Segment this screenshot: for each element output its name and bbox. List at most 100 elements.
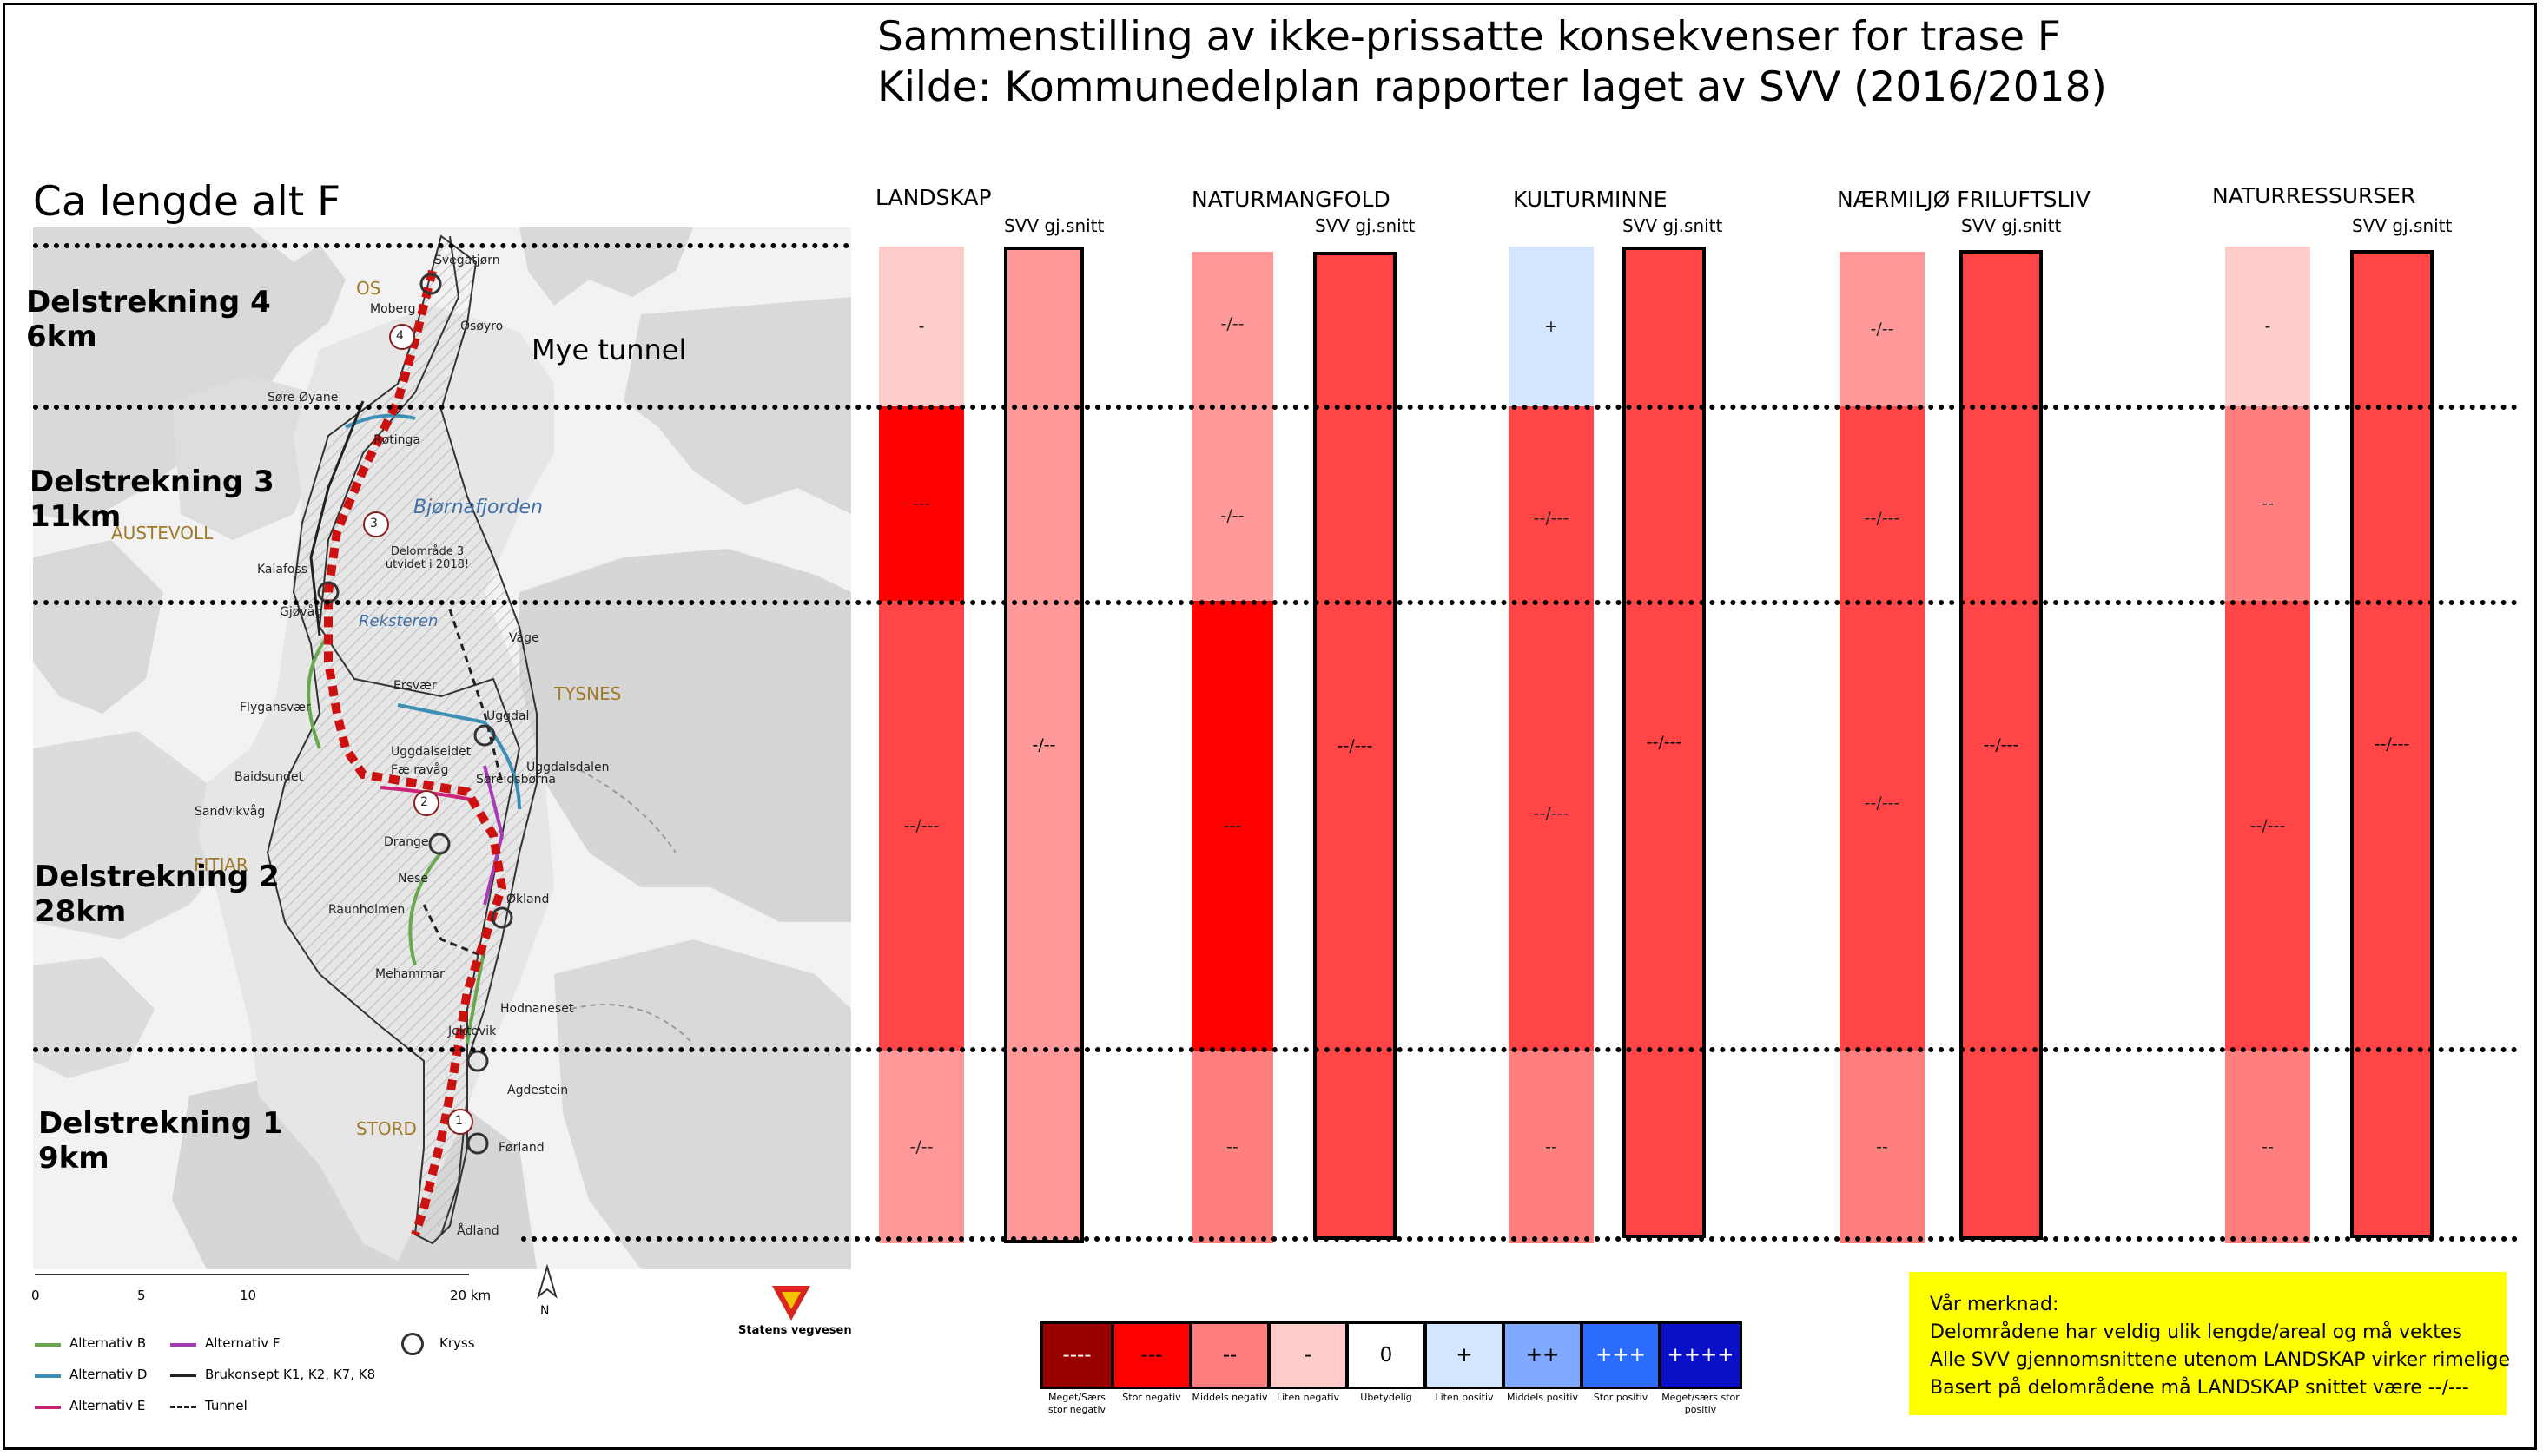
map-label-jektevik: Jektevik (448, 1024, 497, 1038)
naturmangfold-cell-segment-2: --- (1192, 601, 1273, 1051)
map-label-austevoll: AUSTEVOLL (111, 523, 214, 544)
boundary-line-4-3 (33, 405, 2519, 410)
segment-2-label: Delstrekning 2 28km (35, 860, 280, 929)
boundary-line-2-1 (33, 1047, 2519, 1052)
map-label-adland: Ådland (457, 1224, 499, 1238)
map-label-ersvar: Ersvær (393, 679, 437, 693)
statens-vegvesen-logo-icon (772, 1286, 810, 1321)
map-label-raunholmen: Raunholmen (328, 903, 406, 917)
tunnel-note: Mye tunnel (532, 333, 687, 366)
svv-label-naturressurser: SVV gj.snitt (2352, 215, 2453, 236)
map-label-flygansvar: Flygansvær (240, 701, 311, 715)
rating-caption-insignificant: Ubetydelig (1360, 1392, 1412, 1403)
rating-caption-large-positive: Stor positiv (1593, 1392, 1648, 1403)
segment-1-label: Delstrekning 1 9km (38, 1106, 283, 1176)
map-label-moberg: Moberg (370, 302, 416, 316)
landskap-cell-segment-4: - (879, 247, 964, 406)
category-header-naturressurser: NATURRESSURSER (2212, 183, 2416, 208)
landskap-cell-segment-1: -/-- (879, 1051, 964, 1243)
remark-line-3: Basert på delområdene må LANDSKAP snitte… (1930, 1377, 2469, 1399)
remark-line-1: Delområdene har veldig ulik lengde/areal… (1930, 1321, 2462, 1343)
naturressurser-cell-segment-3: -- (2225, 406, 2310, 601)
rating-caption-very-large-negative: Meget/Særs stor negativ (1047, 1392, 1106, 1415)
map-label-hodnaneset: Hodnaneset (500, 1002, 574, 1016)
segment-4-name: Delstrekning 4 (26, 285, 271, 320)
rating-caption-large-negative: Stor negativ (1122, 1392, 1181, 1403)
title-line-2: Kilde: Kommunedelplan rapporter laget av… (877, 63, 2107, 111)
kulturminne-cell-segments-3-2: --/--- --/--- (1509, 406, 1594, 1051)
landskap-svv-average: -/-- (1004, 247, 1084, 1243)
map-label-forland: Førland (499, 1141, 545, 1155)
map-label-drange: Drange (384, 835, 429, 849)
map-label-baidsundet: Baidsundet (234, 770, 303, 784)
map-label-sore-ovane: Søre Øyane (268, 391, 339, 405)
scale-tick-10: 10 (240, 1288, 257, 1303)
naturmangfold-value-segment-3: -/-- (1220, 506, 1245, 525)
map-label-kalafoss: Kalafoss (257, 563, 308, 576)
kulturminne-cell-segment-1: -- (1509, 1051, 1594, 1243)
legend-alt-d: Alternativ D (69, 1367, 148, 1382)
category-header-kulturminne: KULTURMINNE (1513, 187, 1668, 212)
rating-legend-small-positive: + (1424, 1321, 1504, 1389)
segment-3-length: 11km (30, 499, 122, 534)
naturressurser-cell-segment-4: - (2225, 247, 2310, 406)
map-label-uggdal: Uggdal (486, 709, 530, 723)
legend-brukonsept: Brukonsept K1, K2, K7, K8 (205, 1367, 376, 1382)
naturmangfold-value-segment-4: -/-- (1220, 314, 1245, 333)
legend-line-alt-f (170, 1343, 196, 1347)
map-label-reksteren: Reksteren (359, 612, 439, 630)
narmiljo-cell-segment-4: -/-- (1840, 252, 1925, 406)
map-label-nese: Nese (398, 872, 428, 886)
outer-frame (3, 3, 2537, 1450)
svv-label-landskap: SVV gj.snitt (1004, 215, 1105, 236)
north-arrow-icon (537, 1263, 558, 1299)
map-label-uggdalseidet: Uggdalseidet (391, 745, 472, 759)
map-label-okland: Økland (506, 893, 550, 906)
map-label-vage: Våge (509, 631, 539, 645)
category-header-narmiljo-friluftsliv: NÆRMILJØ FRILUFTSLIV (1837, 187, 2091, 212)
area-number-4: 4 (396, 329, 404, 343)
segment-1-name: Delstrekning 1 (38, 1106, 283, 1141)
map-label-rotinga: Røtinga (373, 433, 421, 447)
boundary-line-top (33, 243, 849, 248)
rating-caption-medium-positive: Middels positiv (1507, 1392, 1578, 1403)
scale-tick-5: 5 (137, 1288, 146, 1303)
remark-line-2: Alle SVV gjennomsnittene utenom LANDSKAP… (1930, 1349, 2511, 1371)
rating-caption-very-large-positive: Meget/særs stor positiv (1661, 1392, 1740, 1415)
rating-legend-large-positive: +++ (1581, 1321, 1661, 1389)
rating-legend-very-large-positive: ++++ (1659, 1321, 1742, 1389)
map-label-svegatjorn: Svegatjørn (434, 254, 500, 267)
rating-legend-insignificant: 0 (1346, 1321, 1426, 1389)
category-header-landskap: LANDSKAP (875, 185, 992, 210)
rating-caption-small-negative: Liten negativ (1276, 1392, 1340, 1403)
map-label-tysnes: TYSNES (554, 683, 622, 704)
category-header-naturmangfold: NATURMANGFOLD (1192, 187, 1390, 212)
landskap-cell-segment-3: --- (879, 406, 964, 601)
map-label-os: OS (356, 278, 381, 299)
kulturminne-value-segment-3: --/--- (1533, 509, 1569, 528)
svv-label-kulturminne: SVV gj.snitt (1622, 215, 1723, 236)
segment-3-label: Delstrekning 3 11km (30, 464, 274, 534)
map-label-mehammar: Mehammar (375, 967, 445, 981)
naturmangfold-cell-segments-4-3: -/-- -/-- (1192, 252, 1273, 601)
legend-kryss-symbol (401, 1333, 424, 1355)
legend-kryss: Kryss (439, 1335, 475, 1351)
kulturminne-svv-average: --/--- (1622, 247, 1706, 1238)
map-label-osoyro: Osøyro (460, 320, 504, 333)
rating-legend-medium-negative: -- (1190, 1321, 1270, 1389)
legend-line-alt-d (35, 1374, 61, 1378)
map-scale-bar (35, 1274, 469, 1282)
legend-line-alt-e (35, 1406, 61, 1409)
map-label-stord: STORD (356, 1118, 417, 1139)
area-number-2: 2 (420, 795, 428, 809)
agency-label: Statens vegvesen (738, 1324, 852, 1337)
svv-label-naturmangfold: SVV gj.snitt (1315, 215, 1416, 236)
narmiljo-svv-average: --/--- (1959, 250, 2043, 1240)
kulturminne-cell-segment-4: + (1509, 247, 1594, 406)
legend-alt-b: Alternativ B (69, 1335, 147, 1351)
scale-tick-20: 20 km (450, 1288, 492, 1303)
map-graphic (33, 227, 851, 1269)
kulturminne-value-segment-2: --/--- (1533, 804, 1569, 823)
legend-line-alt-b (35, 1343, 61, 1347)
map-label-soreidsborna: Søreidsbørna (476, 773, 556, 787)
